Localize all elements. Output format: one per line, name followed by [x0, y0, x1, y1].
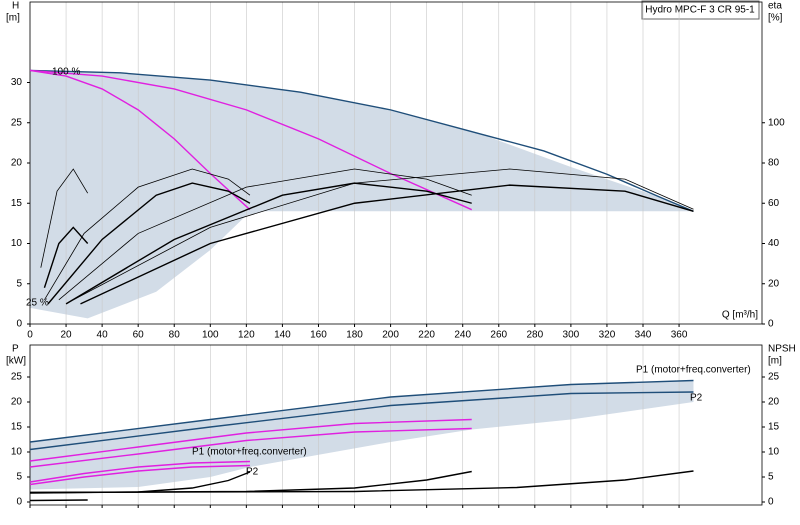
- y-tick-label: 30: [11, 77, 23, 88]
- y2-tick-label: 20: [768, 397, 780, 408]
- y2-tick-label: 20: [768, 278, 780, 289]
- curve: [58, 168, 472, 301]
- annotation: P1 (motor+freq.converter): [636, 365, 751, 376]
- annotation: P2: [246, 467, 259, 478]
- x-tick-label: 100: [202, 330, 219, 341]
- curve: [40, 168, 89, 268]
- title-box: [641, 0, 760, 20]
- y2-axis-label: [m]: [768, 356, 782, 367]
- x-tick-label: 200: [382, 330, 399, 341]
- annotation: P1 (motor+freq.converter): [192, 447, 307, 458]
- x-tick-label: 180: [346, 330, 363, 341]
- x-tick-label: 40: [97, 330, 109, 341]
- y-tick-label: 5: [16, 278, 22, 289]
- y-axis-label: [m]: [6, 13, 20, 24]
- x-tick-label: 0: [27, 330, 33, 341]
- y2-tick-label: 15: [768, 422, 780, 433]
- curve: [29, 460, 250, 483]
- x-tick-label: 280: [526, 330, 543, 341]
- y-tick-label: 0: [16, 497, 22, 508]
- curve: [29, 69, 473, 211]
- x-tick-label: 20: [60, 330, 72, 341]
- y2-axis-label: NPSH: [768, 344, 796, 355]
- curve: [29, 69, 694, 212]
- y-tick-label: 15: [11, 422, 23, 433]
- curve: [80, 184, 694, 305]
- y2-tick-label: 100: [768, 117, 785, 128]
- y2-tick-label: 80: [768, 158, 780, 169]
- curve: [65, 182, 472, 305]
- curve: [29, 499, 88, 502]
- y-tick-label: 15: [11, 198, 23, 209]
- annotation: 100 %: [52, 67, 80, 78]
- y-tick-label: 25: [11, 372, 23, 383]
- curve: [73, 168, 694, 301]
- y-axis-label: H: [12, 1, 19, 12]
- x-tick-label: 220: [418, 330, 435, 341]
- y2-tick-label: 0: [768, 319, 774, 330]
- curve: [29, 379, 694, 443]
- annotation: P2: [690, 393, 703, 404]
- curve: [29, 69, 251, 211]
- y-axis-label: [kW]: [6, 356, 26, 367]
- x-tick-label: 260: [490, 330, 507, 341]
- curve: [29, 427, 472, 468]
- x-tick-label: 340: [635, 330, 652, 341]
- y-tick-label: 10: [11, 447, 23, 458]
- y-tick-label: 20: [11, 397, 23, 408]
- y2-tick-label: 10: [768, 447, 780, 458]
- y-tick-label: 20: [11, 158, 23, 169]
- y-axis-label: P: [12, 344, 19, 355]
- x-tick-label: 240: [454, 330, 471, 341]
- x-tick-label: 120: [238, 330, 255, 341]
- x-tick-label: 360: [671, 330, 688, 341]
- y-tick-label: 25: [11, 117, 23, 128]
- y-tick-label: 0: [16, 319, 22, 330]
- curve: [43, 226, 89, 288]
- x-tick-label: 160: [310, 330, 327, 341]
- y2-axis-label: [%]: [768, 13, 783, 24]
- x-axis-label: Q [m³/h]: [722, 310, 758, 321]
- operating-range: [30, 70, 694, 319]
- y-tick-label: 10: [11, 238, 23, 249]
- y-tick-label: 5: [16, 472, 22, 483]
- x-tick-label: 60: [133, 330, 145, 341]
- curve: [44, 168, 251, 301]
- x-tick-label: 140: [274, 330, 291, 341]
- curve: [29, 391, 694, 451]
- plot-frame: [29, 344, 763, 506]
- y2-tick-label: 60: [768, 198, 780, 209]
- annotation: 25 %: [26, 298, 49, 309]
- x-tick-label: 80: [169, 330, 181, 341]
- curve: [29, 470, 694, 494]
- x-tick-label: 300: [563, 330, 580, 341]
- curve: [29, 418, 472, 462]
- y2-tick-label: 0: [768, 497, 774, 508]
- y2-axis-label: eta: [768, 1, 782, 12]
- x-tick-label: 320: [599, 330, 616, 341]
- y2-tick-label: 5: [768, 472, 774, 483]
- chart-title: Hydro MPC-F 3 CR 95-1: [645, 5, 755, 16]
- y2-tick-label: 40: [768, 238, 780, 249]
- curve: [29, 464, 250, 486]
- y2-tick-label: 25: [768, 372, 780, 383]
